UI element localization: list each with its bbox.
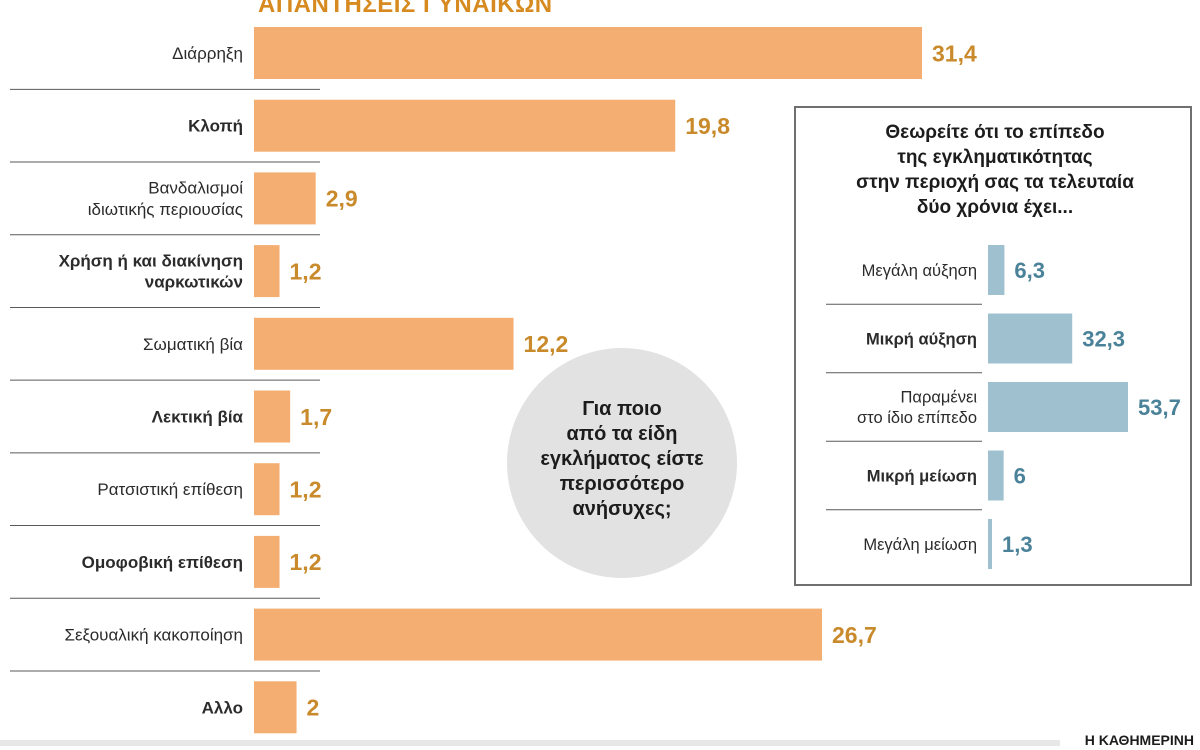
value-label: 1,2 — [290, 549, 322, 575]
category-label: Χρήση ή και διακίνηση — [59, 251, 243, 270]
bar — [254, 390, 291, 443]
bar — [254, 681, 297, 734]
bar — [254, 27, 922, 79]
bar — [988, 313, 1073, 364]
value-label: 53,7 — [1138, 395, 1181, 420]
question-bubble — [507, 348, 737, 578]
category-label: Διάρρηξη — [172, 44, 243, 63]
bar — [988, 245, 1005, 295]
bar — [254, 317, 514, 370]
bar — [254, 245, 280, 298]
value-label: 1,7 — [300, 404, 332, 430]
bar — [254, 99, 676, 152]
category-label: Αλλο — [202, 698, 243, 717]
bubble-line: ανήσυχες; — [572, 498, 672, 520]
bar — [254, 608, 823, 661]
value-label: 2,9 — [326, 186, 358, 212]
category-label: Μικρή μείωση — [867, 467, 977, 485]
category-label: Μικρή αύξηση — [866, 330, 977, 348]
source-credit: Η ΚΑΘΗΜΕΡΙΝΗ — [1084, 732, 1194, 748]
side-question-line: στην περιοχή σας τα τελευταία — [856, 172, 1134, 193]
bar — [254, 172, 316, 225]
value-label: 19,8 — [685, 113, 730, 139]
category-label: Λεκτική βία — [152, 407, 244, 426]
value-label: 6 — [1014, 463, 1026, 488]
category-label: Παραμένει — [900, 388, 977, 406]
bubble-line: Για ποιο — [582, 398, 662, 420]
category-label: Μεγάλη αύξηση — [862, 262, 977, 280]
side-question-line: δύο χρόνια έχει... — [916, 197, 1074, 218]
category-label: Κλοπή — [188, 117, 243, 136]
bubble-line: εγκλήματος είστε — [540, 448, 704, 470]
bar — [988, 382, 1128, 432]
value-label: 2 — [307, 695, 320, 721]
value-label: 1,2 — [290, 258, 322, 284]
bubble-question: Για ποιο από τα είδη εγκλήματος είστε πε… — [507, 397, 737, 522]
bar — [254, 535, 280, 588]
side-question-line: της εγκληματικότητας — [897, 147, 1093, 168]
category-label: Σεξουαλική κακοποίηση — [64, 626, 243, 645]
bottom-rule — [0, 740, 1060, 746]
value-label: 1,3 — [1002, 532, 1033, 557]
bubble-line: από τα είδη — [566, 423, 678, 445]
value-label: 1,2 — [290, 476, 322, 502]
value-label: 12,2 — [524, 331, 569, 357]
category-label: Σωματική βία — [143, 335, 243, 354]
category-label: Ομοφοβική επίθεση — [82, 553, 243, 572]
bar — [988, 519, 992, 569]
value-label: 26,7 — [832, 622, 877, 648]
side-question-line: Θεωρείτε ότι το επίπεδο — [885, 122, 1105, 143]
value-label: 6,3 — [1014, 258, 1045, 283]
category-label: ναρκωτικών — [145, 273, 243, 292]
value-label: 32,3 — [1082, 326, 1125, 351]
bubble-line: περισσότερο — [559, 473, 685, 495]
side-panel-frame — [794, 106, 1192, 586]
value-label: 31,4 — [932, 40, 977, 66]
chart-title: ΑΠΑΝΤΗΣΕΙΣ ΓΥΝΑΙΚΩΝ — [258, 0, 553, 18]
category-label: Μεγάλη μείωση — [863, 536, 977, 554]
bar — [988, 450, 1004, 501]
category-label: Ρατσιστική επίθεση — [97, 480, 243, 499]
bar — [254, 463, 280, 516]
category-label: ιδιωτικής περιουσίας — [88, 200, 243, 219]
category-label: στο ίδιο επίπεδο — [857, 409, 977, 427]
side-question: Θεωρείτε ότι το επίπεδο της εγκληματικότ… — [820, 120, 1170, 220]
category-label: Βανδαλισμοί — [148, 179, 243, 198]
